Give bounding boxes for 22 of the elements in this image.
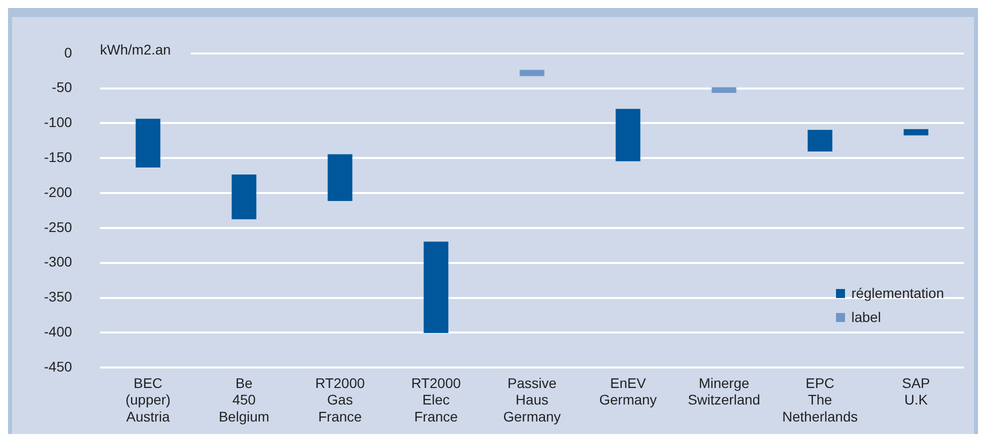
y-tick-label: 0 xyxy=(64,44,72,60)
x-tick-label: Be 450 Belgium xyxy=(218,374,270,424)
y-axis-title: kWh/m2.an xyxy=(100,41,171,58)
x-tick-label: Minerge Switzerland xyxy=(688,374,760,408)
x-tick-label: RT2000 Gas France xyxy=(315,374,365,424)
y-tick-label: -450 xyxy=(44,358,72,374)
x-tick-label: Passive Haus Germany xyxy=(503,374,561,424)
y-tick-label: -200 xyxy=(44,184,72,200)
x-tick-label: EPC The Netherlands xyxy=(782,374,858,424)
y-tick-label: -50 xyxy=(52,79,72,96)
y-tick-label: -350 xyxy=(44,288,72,305)
legend-label: label xyxy=(851,309,881,325)
y-tick-label: -250 xyxy=(44,218,72,235)
y-tick-label: -400 xyxy=(44,324,72,340)
y-tick-label: -100 xyxy=(44,114,72,130)
x-tick-label: RT2000 Elec France xyxy=(411,374,461,424)
x-tick-label: EnEV Germany xyxy=(599,374,657,408)
y-tick-label: -150 xyxy=(44,148,72,165)
x-tick-label: SAP U.K xyxy=(902,374,930,408)
x-tick-label: BEC (upper) Austria xyxy=(125,374,171,424)
legend-label: réglementation xyxy=(851,285,944,301)
y-tick-label: -300 xyxy=(44,254,72,270)
